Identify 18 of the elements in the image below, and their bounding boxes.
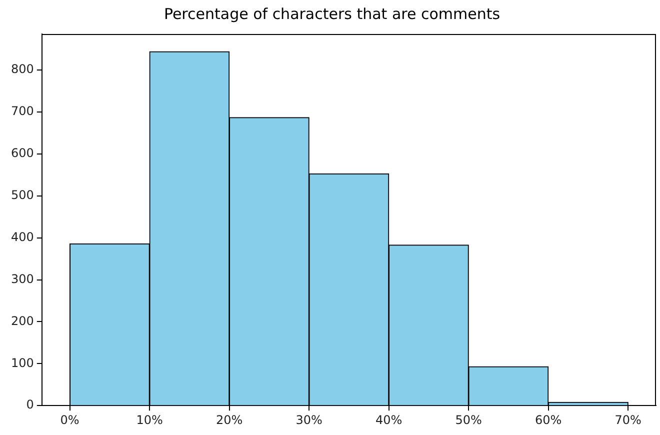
y-tick-label: 700 — [11, 104, 34, 118]
x-tick-label: 70% — [614, 412, 642, 427]
y-tick-label: 400 — [11, 230, 34, 244]
y-tick-label: 0 — [26, 398, 34, 412]
chart-title: Percentage of characters that are comments — [164, 4, 500, 23]
y-tick-label: 300 — [11, 272, 34, 286]
y-tick-label: 100 — [11, 356, 34, 370]
y-tick-label: 200 — [11, 314, 34, 328]
x-tick-label: 0% — [60, 412, 80, 427]
x-tick-label: 50% — [455, 412, 482, 427]
x-tick-label: 60% — [535, 412, 562, 427]
y-tick-label: 800 — [11, 62, 34, 76]
x-tick-label: 20% — [216, 412, 243, 427]
y-tick-label: 500 — [11, 188, 34, 202]
y-tick-label: 600 — [11, 146, 34, 160]
x-tick-label: 40% — [375, 412, 402, 427]
x-tick-label: 30% — [296, 412, 322, 427]
x-tick-label: 10% — [136, 412, 163, 427]
